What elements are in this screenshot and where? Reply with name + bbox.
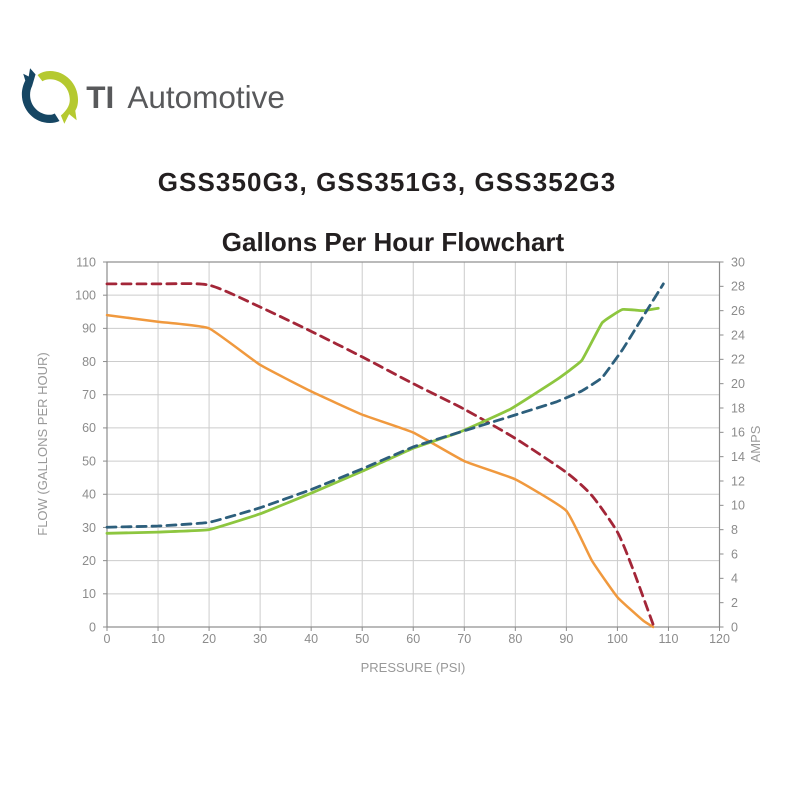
svg-text:40: 40 (82, 488, 96, 502)
svg-text:28: 28 (731, 280, 745, 294)
svg-text:90: 90 (82, 322, 96, 336)
svg-text:20: 20 (82, 554, 96, 568)
svg-text:0: 0 (731, 620, 738, 634)
svg-text:22: 22 (731, 353, 745, 367)
svg-text:120: 120 (709, 632, 730, 646)
svg-text:50: 50 (82, 454, 96, 468)
svg-text:2: 2 (731, 596, 738, 610)
svg-text:PRESSURE (PSI): PRESSURE (PSI) (361, 660, 466, 675)
svg-text:18: 18 (731, 401, 745, 415)
svg-text:100: 100 (75, 288, 96, 302)
svg-text:90: 90 (559, 632, 573, 646)
svg-text:40: 40 (304, 632, 318, 646)
svg-text:50: 50 (355, 632, 369, 646)
svg-text:0: 0 (104, 632, 111, 646)
svg-text:AMPS: AMPS (748, 425, 763, 462)
svg-text:80: 80 (508, 632, 522, 646)
svg-text:10: 10 (731, 499, 745, 513)
svg-text:8: 8 (731, 523, 738, 537)
svg-text:10: 10 (82, 587, 96, 601)
svg-text:0: 0 (89, 620, 96, 634)
svg-text:4: 4 (731, 572, 738, 586)
svg-text:110: 110 (658, 632, 678, 646)
svg-text:80: 80 (82, 355, 96, 369)
svg-text:70: 70 (82, 388, 96, 402)
svg-text:26: 26 (731, 304, 745, 318)
svg-text:100: 100 (607, 632, 628, 646)
svg-text:20: 20 (202, 632, 216, 646)
svg-text:30: 30 (82, 521, 96, 535)
svg-text:12: 12 (731, 474, 745, 488)
svg-text:30: 30 (253, 632, 267, 646)
svg-text:110: 110 (76, 255, 96, 269)
svg-text:16: 16 (731, 426, 745, 440)
svg-text:60: 60 (82, 421, 96, 435)
svg-text:24: 24 (731, 328, 745, 342)
svg-text:FLOW (GALLONS PER HOUR): FLOW (GALLONS PER HOUR) (35, 352, 50, 535)
svg-text:70: 70 (457, 632, 471, 646)
svg-text:30: 30 (731, 255, 745, 269)
svg-text:6: 6 (731, 547, 738, 561)
svg-text:10: 10 (151, 632, 165, 646)
svg-text:60: 60 (406, 632, 420, 646)
svg-text:14: 14 (731, 450, 745, 464)
svg-text:20: 20 (731, 377, 745, 391)
